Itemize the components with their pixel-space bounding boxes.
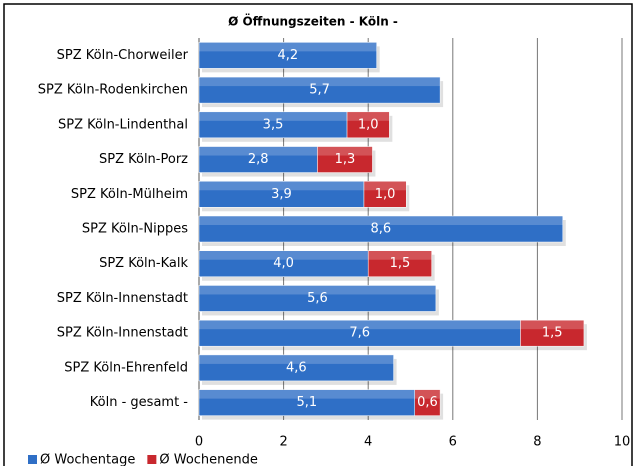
bar-highlight [414,389,441,399]
value-label: 1,0 [358,117,379,132]
y-tick-label: SPZ Köln-Innenstadt [57,326,188,341]
x-tick-label: 10 [614,435,631,450]
bar-highlight [199,285,436,295]
bar-highlight [368,250,432,260]
bar [198,250,369,277]
value-label: 8,6 [371,222,392,237]
bar-highlight [199,181,364,191]
y-tick-label: SPZ Köln-Innenstadt [57,291,188,306]
bar [198,215,564,243]
legend-swatch [147,455,157,464]
bar [198,76,441,104]
bar [198,111,348,139]
bar-highlight [347,111,390,121]
value-label: 1,5 [542,326,563,341]
value-label: 5,7 [309,83,330,98]
bar [367,250,432,277]
value-label: 4,6 [286,360,307,375]
bar-highlight [199,42,377,52]
y-tick-label: SPZ Köln-Nippes [82,222,188,237]
value-label: 0,6 [417,395,438,410]
bar [198,146,318,173]
bar [198,354,394,382]
value-label: 1,3 [335,152,356,167]
bar-highlight [520,320,584,330]
bar-highlight [199,216,563,225]
bar [520,319,585,347]
bar [198,285,437,312]
y-tick-label: SPZ Köln-Porz [99,152,188,167]
bar-highlight [199,389,415,399]
value-label: 2,8 [248,152,269,167]
value-label: 5,1 [297,395,318,410]
y-tick-label: SPZ Köln-Kalk [99,256,188,271]
value-label: 1,5 [390,256,411,271]
x-tick-label: 0 [195,435,203,450]
y-tick-label: SPZ Köln-Chorweiler [57,48,189,63]
bar-highlight [199,77,441,87]
bar [363,181,407,208]
value-label: 7,6 [349,326,370,341]
bar-highlight [363,181,407,191]
y-tick-label: SPZ Köln-Rodenkirchen [38,83,188,98]
value-label: 3,9 [271,187,292,202]
bar [346,111,390,139]
value-label: 4,0 [273,256,294,271]
bar-highlight [199,146,318,156]
bar [198,42,377,69]
x-tick-label: 2 [279,435,287,450]
x-tick-label: 6 [449,435,457,450]
value-label: 5,6 [307,291,328,306]
value-label: 1,0 [375,187,396,202]
legend-swatch [28,455,37,464]
value-label: 4,2 [277,48,298,63]
legend-label: Ø Wochentage [40,453,135,466]
bar-highlight [199,354,394,364]
bar [317,146,373,173]
bar-highlight [317,146,373,156]
y-tick-label: Köln - gesamt - [90,395,189,410]
bar [414,389,441,416]
legend-label: Ø Wochenende [159,453,258,466]
bar-highlight [199,320,521,330]
chart-title: Ø Öffnungszeiten - Köln - [228,14,398,29]
y-tick-label: SPZ Köln-Ehrenfeld [64,360,188,375]
bar-highlight [199,111,348,121]
x-tick-label: 4 [364,435,372,450]
bar [198,181,365,208]
bar-highlight [199,250,369,260]
y-tick-label: SPZ Köln-Lindenthal [58,117,188,132]
x-tick-label: 8 [533,435,541,450]
value-label: 3,5 [263,117,284,132]
y-tick-label: SPZ Köln-Mülheim [71,187,188,202]
